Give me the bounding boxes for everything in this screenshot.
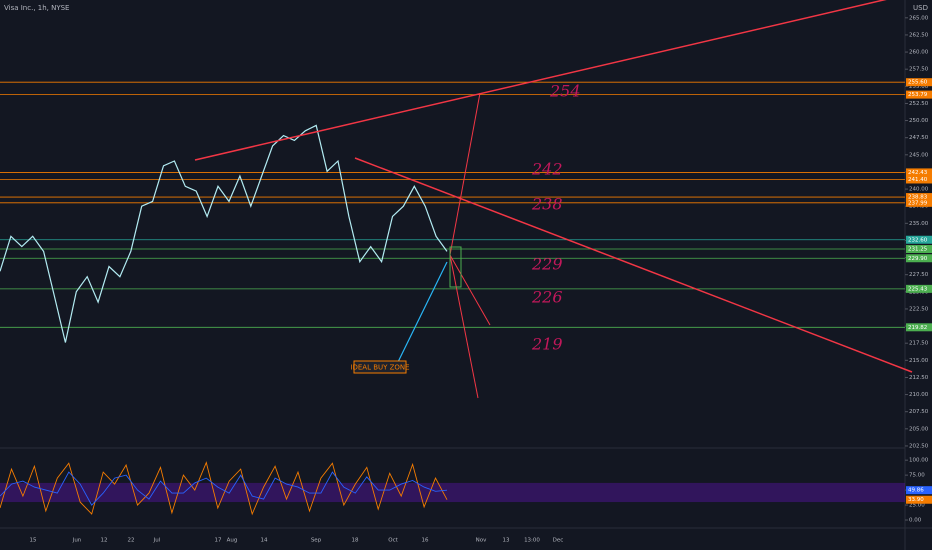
y-tick-label: 252.50 [909,101,929,107]
x-tick-label: Nov [476,538,487,544]
y-tick-label: 240.00 [909,187,929,193]
y-tick-label: 247.50 [909,135,929,141]
x-tick-label: 18 [352,538,359,544]
currency: USD [913,4,928,12]
osc-badge [906,495,932,504]
trendline [449,92,481,256]
level-badge [906,254,932,263]
x-tick-label: Dec [553,538,564,544]
y-tick-label: 227.50 [909,272,929,278]
x-tick-label: 15 [30,538,37,544]
annotation: 242 [531,160,563,179]
y-tick-label: 255.00 [909,84,929,90]
chart-title: Visa Inc., 1h, NYSE [4,4,70,12]
y-tick-label: 215.00 [909,358,929,364]
x-tick-label: 14 [261,538,268,544]
y-tick-label: 202.50 [909,443,929,449]
annotation: 238 [531,195,563,214]
level-label: 241.40 [908,177,928,183]
x-tick-label: 13 [503,538,510,544]
y-tick-label: 222.50 [909,306,929,312]
level-label: 238.83 [908,195,928,201]
y-tick-label: 250.00 [909,118,929,124]
level-badge [906,284,932,293]
trendline [449,254,479,399]
callout-arrow [397,261,448,363]
level-badge [906,78,932,87]
x-tick-label: Jun [72,538,82,544]
level-badge [906,323,932,332]
x-tick-label: 16 [422,538,429,544]
x-tick-label: Sep [311,538,322,544]
level-badge [906,198,932,207]
trendlines [194,0,913,399]
price-line [0,124,448,343]
level-label: 229.90 [908,256,928,262]
y-tick-label: 260.00 [909,50,929,56]
x-tick-label: Aug [227,538,238,544]
annotation: 254 [549,82,581,101]
trendline [354,157,913,373]
x-tick-label: 12 [101,538,108,544]
level-badge [906,175,932,184]
x-tick-label: 22 [128,538,135,544]
x-tick-label: 17 [215,538,222,544]
level-label: 231.25 [908,247,928,253]
annotation: 226 [531,288,563,307]
annotation: 229 [531,255,563,274]
level-label: 253.79 [908,92,928,98]
osc-badge [906,486,932,495]
level-badge [906,193,932,202]
y-tick-label: 217.50 [909,341,929,347]
y-tick-label: 235.00 [909,221,929,227]
callout-box [353,360,407,374]
osc-value-label: 33.90 [908,497,924,503]
osc-line [0,461,448,516]
y-tick-label: 245.00 [909,152,929,158]
y-tick-label: 265.00 [909,15,929,21]
level-label: 232.60 [908,237,928,243]
y-tick-label: 75.00 [909,473,925,479]
x-tick-label: Jul [153,538,161,544]
y-tick-label: 212.50 [909,375,929,381]
level-badge [906,235,932,244]
y-tick-label: 207.50 [909,409,929,415]
level-badge [906,245,932,254]
trendline [194,0,887,161]
level-badge [906,168,932,177]
x-tick-label: Oct [388,538,398,544]
y-tick-label: 0.00 [909,518,922,524]
y-tick-label: 257.50 [909,67,929,73]
level-label: 219.82 [908,325,927,331]
level-label: 242.43 [908,170,928,176]
osc-line [0,471,448,506]
level-label: 225.43 [908,286,928,292]
trendline [449,254,491,326]
buy-zone-box [449,246,462,288]
y-tick-label: 205.00 [909,426,929,432]
y-tick-label: 25.00 [909,503,925,509]
level-badge [906,90,932,99]
x-tick-label: 13:00 [524,538,540,544]
y-tick-label: 210.00 [909,392,929,398]
osc-value-label: 49.86 [908,488,924,494]
callout: IDEAL BUY ZONE [350,364,409,372]
y-tick-label: 100.00 [909,458,929,464]
annotation: 219 [531,335,563,354]
y-tick-label: 262.50 [909,32,929,38]
level-label: 237.99 [908,200,928,206]
level-label: 255.60 [908,80,928,86]
